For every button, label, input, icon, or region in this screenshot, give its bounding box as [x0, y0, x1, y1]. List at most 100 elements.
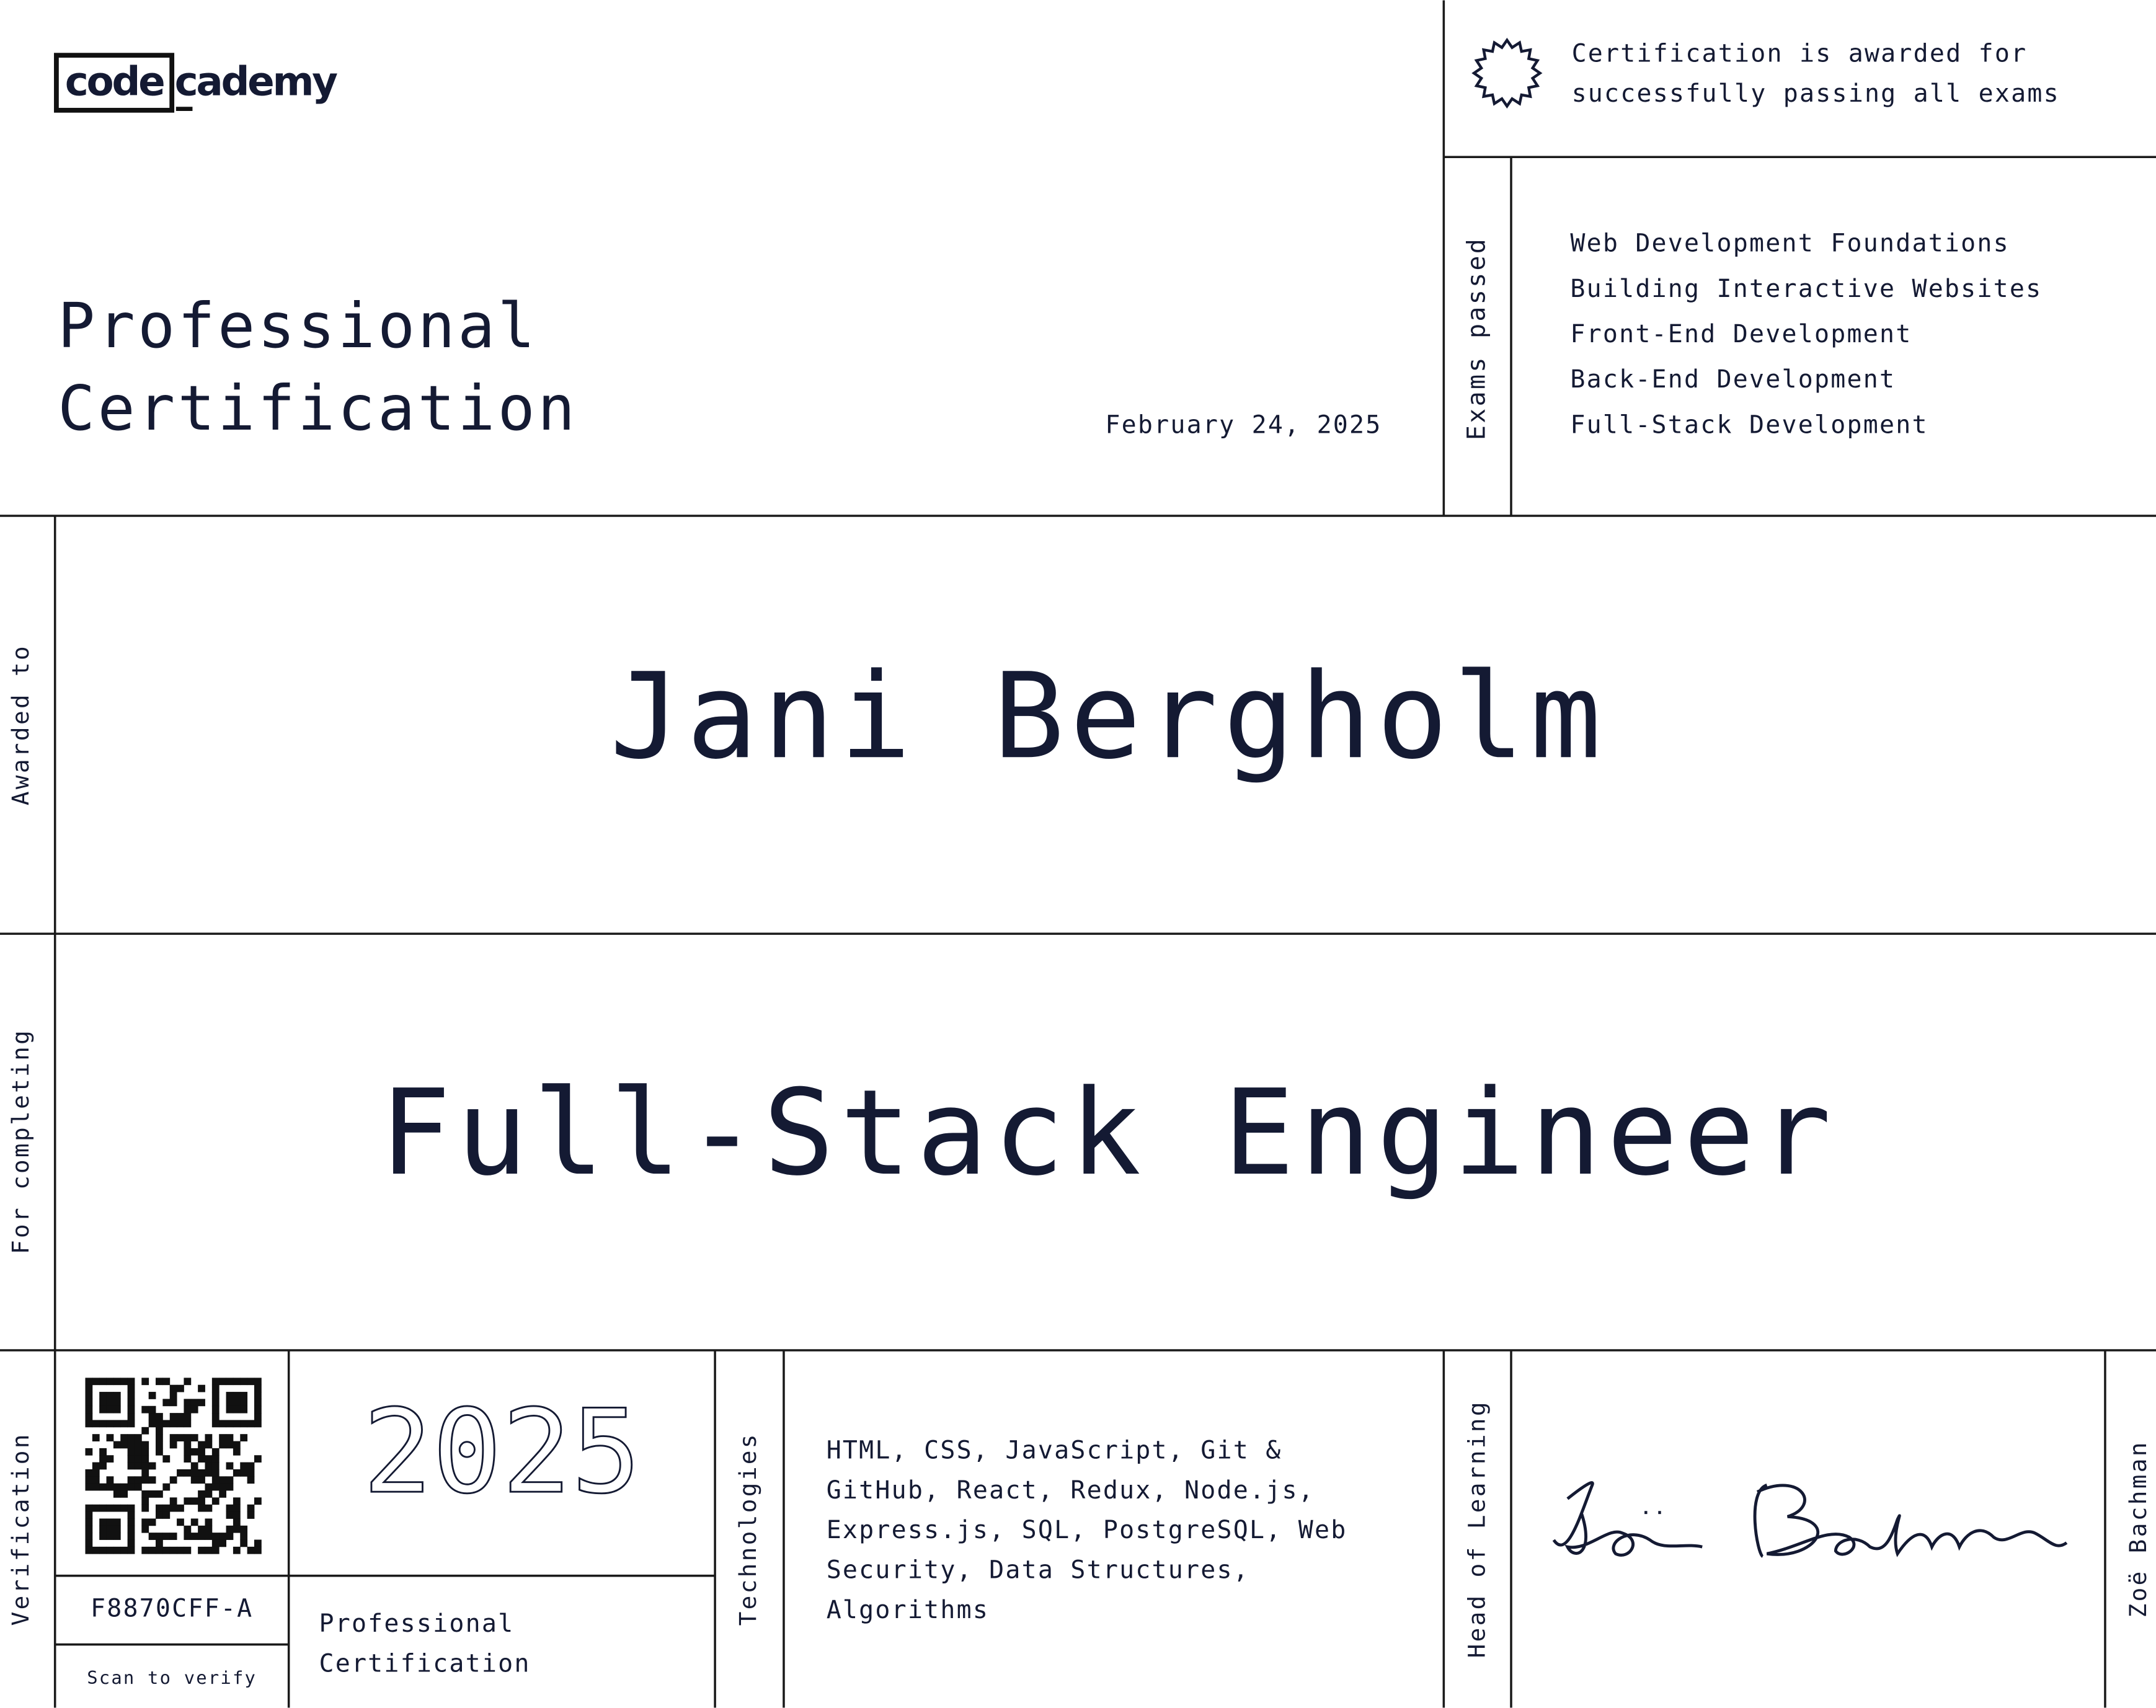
qr-module: [240, 1378, 248, 1386]
exam-item: Front-End Development: [1570, 320, 1912, 348]
qr-module: [198, 1504, 205, 1512]
badge-icon: [1471, 37, 1543, 109]
qr-module: [127, 1511, 135, 1519]
qr-module: [219, 1490, 226, 1498]
qr-module: [141, 1455, 149, 1463]
qr-module: [120, 1504, 128, 1512]
qr-module: [177, 1518, 184, 1526]
qr-module: [162, 1378, 171, 1386]
qr-module: [169, 1384, 177, 1392]
qr-module: [127, 1399, 135, 1407]
qr-module: [92, 1476, 100, 1484]
qr-module: [148, 1490, 156, 1498]
qr-module: [233, 1448, 241, 1456]
qr-module: [205, 1525, 213, 1533]
qr-module: [254, 1378, 262, 1386]
verification-code: F8870CFF-A: [91, 1595, 253, 1623]
qr-module: [233, 1469, 241, 1477]
qr-module: [106, 1518, 114, 1526]
qr-module: [127, 1384, 135, 1392]
qr-module: [233, 1525, 241, 1533]
qr-module: [198, 1448, 205, 1456]
qr-module: [156, 1413, 163, 1420]
qr-module: [92, 1546, 100, 1554]
qr-module: [141, 1469, 149, 1477]
qr-module: [177, 1504, 184, 1512]
qr-module: [198, 1455, 205, 1463]
exam-item: Back-End Development: [1570, 365, 1896, 394]
qr-module: [219, 1539, 226, 1547]
qr-module: [233, 1441, 241, 1449]
qr-module: [99, 1462, 107, 1470]
qr-module: [177, 1546, 184, 1554]
qr-module: [169, 1504, 177, 1512]
qr-module: [233, 1511, 241, 1519]
qr-module: [127, 1504, 135, 1512]
qr-module: [205, 1490, 213, 1498]
qr-module: [184, 1413, 192, 1420]
qr-module: [127, 1405, 135, 1414]
qr-module: [162, 1511, 171, 1519]
qr-module: [247, 1546, 255, 1554]
qr-module: [106, 1392, 114, 1399]
qr-module: [85, 1504, 93, 1512]
qr-module: [156, 1490, 163, 1498]
qr-module: [141, 1441, 149, 1449]
section-label: Technologies: [734, 1432, 761, 1626]
qr-module: [113, 1483, 121, 1491]
qr-module: [184, 1434, 192, 1441]
qr-module: [141, 1378, 149, 1386]
qr-module: [205, 1533, 213, 1540]
qr-module: [169, 1546, 177, 1554]
qr-module: [198, 1525, 205, 1533]
qr-module: [127, 1392, 135, 1399]
qr-module: [162, 1455, 171, 1463]
qr-module: [162, 1504, 171, 1512]
qr-module: [127, 1533, 135, 1540]
qr-module: [184, 1399, 192, 1407]
qr-module: [127, 1441, 135, 1449]
qr-module: [106, 1405, 114, 1414]
qr-module: [99, 1378, 107, 1386]
qr-module: [254, 1546, 262, 1554]
qr-module: [226, 1405, 234, 1414]
qr-module: [127, 1462, 135, 1470]
qr-module: [156, 1420, 163, 1428]
qr-module: [169, 1476, 177, 1484]
qr-module: [134, 1455, 142, 1463]
qr-module: [85, 1413, 93, 1420]
qr-module: [254, 1497, 262, 1505]
qr-module: [162, 1420, 171, 1428]
qr-module: [92, 1483, 100, 1491]
qr-module: [190, 1462, 198, 1470]
qr-module: [240, 1525, 248, 1533]
qr-module: [85, 1476, 93, 1484]
qr-module: [106, 1476, 114, 1484]
qr-module: [254, 1539, 262, 1547]
qr-module: [205, 1469, 213, 1477]
qr-module: [211, 1405, 220, 1414]
qr-module: [162, 1546, 171, 1554]
qr-module: [205, 1504, 213, 1512]
qr-module: [127, 1518, 135, 1526]
qr-module: [169, 1399, 177, 1407]
qr-module: [148, 1533, 156, 1540]
qr-module: [211, 1546, 220, 1554]
qr-module: [113, 1490, 121, 1498]
qr-module: [169, 1497, 177, 1505]
qr-module: [120, 1490, 128, 1498]
qr-module: [134, 1441, 142, 1449]
qr-module: [184, 1525, 192, 1533]
qr-code: [85, 1378, 262, 1554]
qr-module: [141, 1497, 149, 1505]
qr-module: [85, 1546, 93, 1554]
qr-module: [134, 1476, 142, 1484]
qr-module: [211, 1497, 220, 1505]
qr-module: [205, 1546, 213, 1554]
qr-module: [233, 1497, 241, 1505]
qr-module: [240, 1392, 248, 1399]
qr-module: [134, 1462, 142, 1470]
qr-module: [190, 1518, 198, 1526]
